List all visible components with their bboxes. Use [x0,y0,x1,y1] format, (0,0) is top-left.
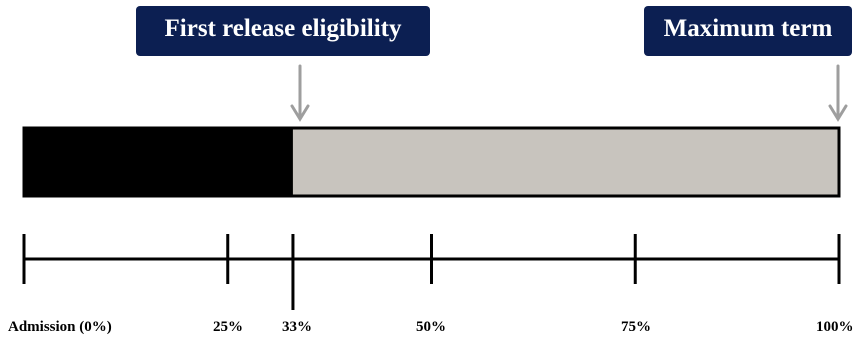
maximum-term-callout: Maximum term [644,6,852,56]
served-term-segment [24,128,293,196]
tick-label-admission: Admission (0%) [8,319,112,335]
first-release-arrow-icon [290,64,310,122]
sentence-progress-bar [22,126,841,198]
first-release-eligibility-callout: First release eligibility [136,6,430,56]
tick-label-25: 25% [213,319,243,335]
tick-label-50: 50% [416,319,446,335]
tick-label-33: 33% [282,319,312,335]
maximum-term-arrow-icon [828,64,848,122]
tick-label-100: 100% [816,319,854,335]
tick-label-75: 75% [621,319,651,335]
